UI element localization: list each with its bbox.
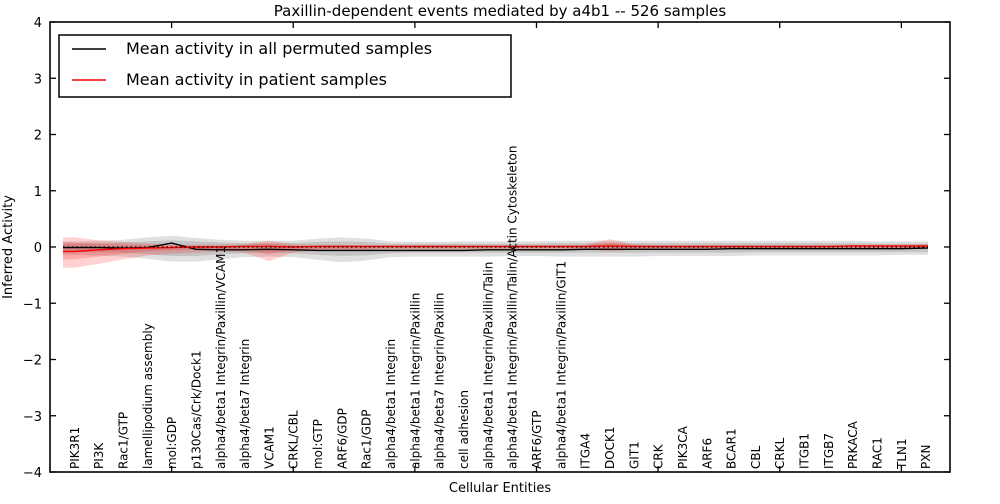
y-tick-label: 4 — [34, 16, 42, 31]
x-category-label: alpha4/beta1 Integrin/Paxillin/VCAM1 — [214, 246, 228, 469]
x-category-label: BCAR1 — [725, 428, 739, 469]
x-category-label: VCAM1 — [262, 426, 276, 469]
legend-label-permuted: Mean activity in all permuted samples — [126, 39, 432, 58]
y-tick-label: −2 — [23, 354, 42, 369]
band-patient-std-outer — [63, 237, 928, 268]
x-category-label: CRKL — [773, 437, 787, 469]
x-category-label: alpha4/beta7 Integrin — [238, 339, 252, 469]
x-category-label: Rac1/GDP — [360, 410, 374, 469]
x-category-label: TLN1 — [895, 438, 909, 470]
y-tick-labels: −4 −3 −2 −1 0 1 2 3 4 — [23, 16, 42, 481]
x-category-label: PIK3CA — [676, 425, 690, 469]
x-category-label: PI3K — [92, 442, 106, 469]
legend-box — [58, 34, 512, 98]
x-category-label: ARF6/GDP — [335, 408, 349, 469]
y-tick-label: 3 — [34, 72, 42, 87]
x-category-label: alpha4/beta1 Integrin/Paxillin/Talin/Act… — [506, 146, 520, 469]
y-tick-label: −3 — [23, 410, 42, 425]
series-line-permuted — [63, 242, 928, 252]
x-category-label: lamellipodium assembly — [141, 323, 155, 469]
y-tick-label: 0 — [34, 241, 42, 256]
y-tick-label: 1 — [34, 185, 42, 200]
x-category-label: ARF6 — [700, 438, 714, 469]
legend-label-patient: Mean activity in patient samples — [126, 70, 387, 89]
x-axis-label: Cellular Entities — [449, 481, 551, 496]
x-category-labels: PIK3R1 PI3K Rac1/GTP lamellipodium assembly… — [68, 146, 933, 470]
x-category-label: PRKACA — [846, 420, 860, 469]
axis-ticks — [50, 21, 950, 473]
y-axis-label: Inferred Activity — [1, 195, 16, 299]
x-category-label: alpha4/beta1 Integrin/Paxillin — [408, 293, 422, 469]
x-category-label: alpha4/beta1 Integrin/Paxillin/Talin — [481, 262, 495, 469]
y-tick-label: −4 — [23, 466, 42, 481]
x-category-label: ITGB1 — [798, 433, 812, 469]
x-category-label: mol:GTP — [311, 419, 325, 469]
x-category-label: ARF6/GTP — [530, 410, 544, 469]
x-category-label: RAC1 — [871, 437, 885, 469]
x-category-label: mol:GDP — [165, 417, 179, 469]
x-category-label: CBL — [749, 445, 763, 469]
y-tick-label: 2 — [34, 129, 42, 144]
x-category-label: ITGB7 — [822, 433, 836, 469]
x-category-label: alpha4/beta1 Integrin/Paxillin/GIT1 — [554, 261, 568, 469]
x-category-label: cell adhesion — [457, 390, 471, 469]
series-lines — [63, 242, 928, 253]
x-category-label: Rac1/GTP — [116, 412, 130, 469]
y-tick-label: −1 — [23, 297, 42, 312]
x-category-label: p130Cas/Crk/Dock1 — [189, 350, 203, 469]
x-category-label: alpha4/beta1 Integrin — [384, 339, 398, 469]
band-permuted-std-inner — [63, 240, 928, 256]
x-category-label: DOCK1 — [603, 426, 617, 469]
x-category-label: CRK — [652, 443, 666, 469]
x-category-label: PXN — [919, 445, 933, 469]
x-category-label: PIK3R1 — [68, 427, 82, 469]
x-category-label: CRKL/CBL — [287, 410, 301, 469]
x-category-label: GIT1 — [627, 441, 641, 469]
band-permuted-std-outer — [63, 235, 928, 263]
x-category-label: ITGA4 — [579, 433, 593, 469]
chart-title: Paxillin-dependent events mediated by a4… — [274, 2, 727, 20]
confidence-bands — [63, 235, 928, 268]
legend: Mean activity in all permuted samples Me… — [58, 34, 512, 98]
x-category-label: alpha4/beta7 Integrin/Paxillin — [433, 293, 447, 469]
